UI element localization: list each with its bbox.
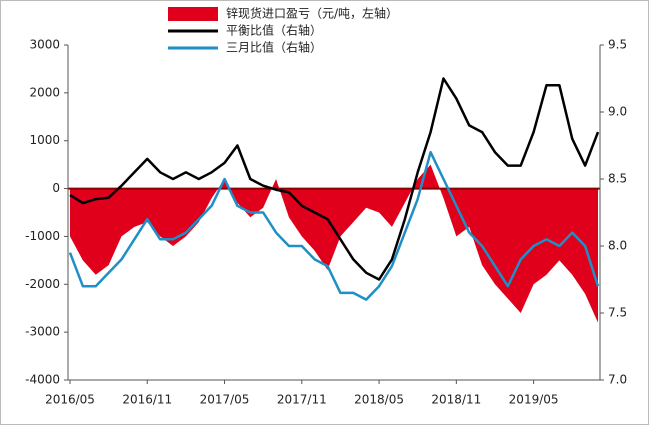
- x-tick-label: 2017/05: [200, 393, 250, 407]
- y-tick-label: -3000: [25, 325, 60, 339]
- y2-tick-label: 7.0: [608, 373, 627, 387]
- line: [68, 150, 600, 301]
- y2-tick-label: 8.0: [608, 239, 627, 253]
- y-tick-label: 2000: [29, 85, 60, 99]
- line: [69, 77, 600, 281]
- y2-tick-label: 7.5: [608, 306, 627, 320]
- y2-tick-label: 8.5: [608, 172, 627, 186]
- y-tick-label: -4000: [25, 373, 60, 387]
- x-tick-label: 2018/05: [354, 393, 404, 407]
- x-tick-label: 2016/11: [122, 393, 172, 407]
- legend-label: 平衡比值（右轴）: [226, 23, 322, 38]
- legend-label: 锌现货进口盈亏（元/吨，左轴）: [226, 6, 398, 21]
- y-tick-label: 1000: [29, 133, 60, 147]
- y-tick-label: -1000: [25, 229, 60, 243]
- x-tick-label: 2018/11: [431, 393, 481, 407]
- y2-tick-label: 9.0: [608, 105, 627, 119]
- x-tick-label: 2016/05: [45, 393, 95, 407]
- legend-swatch: [168, 7, 218, 21]
- x-tick-label: 2017/11: [277, 393, 327, 407]
- legend-label: 三月比值（右轴）: [226, 40, 322, 55]
- area: [70, 164, 598, 323]
- y2-tick-label: 9.5: [608, 38, 627, 52]
- y-tick-label: 3000: [29, 38, 60, 52]
- y-tick-label: 0: [52, 181, 60, 195]
- y-tick-label: -2000: [25, 277, 60, 291]
- x-tick-label: 2019/05: [509, 393, 559, 407]
